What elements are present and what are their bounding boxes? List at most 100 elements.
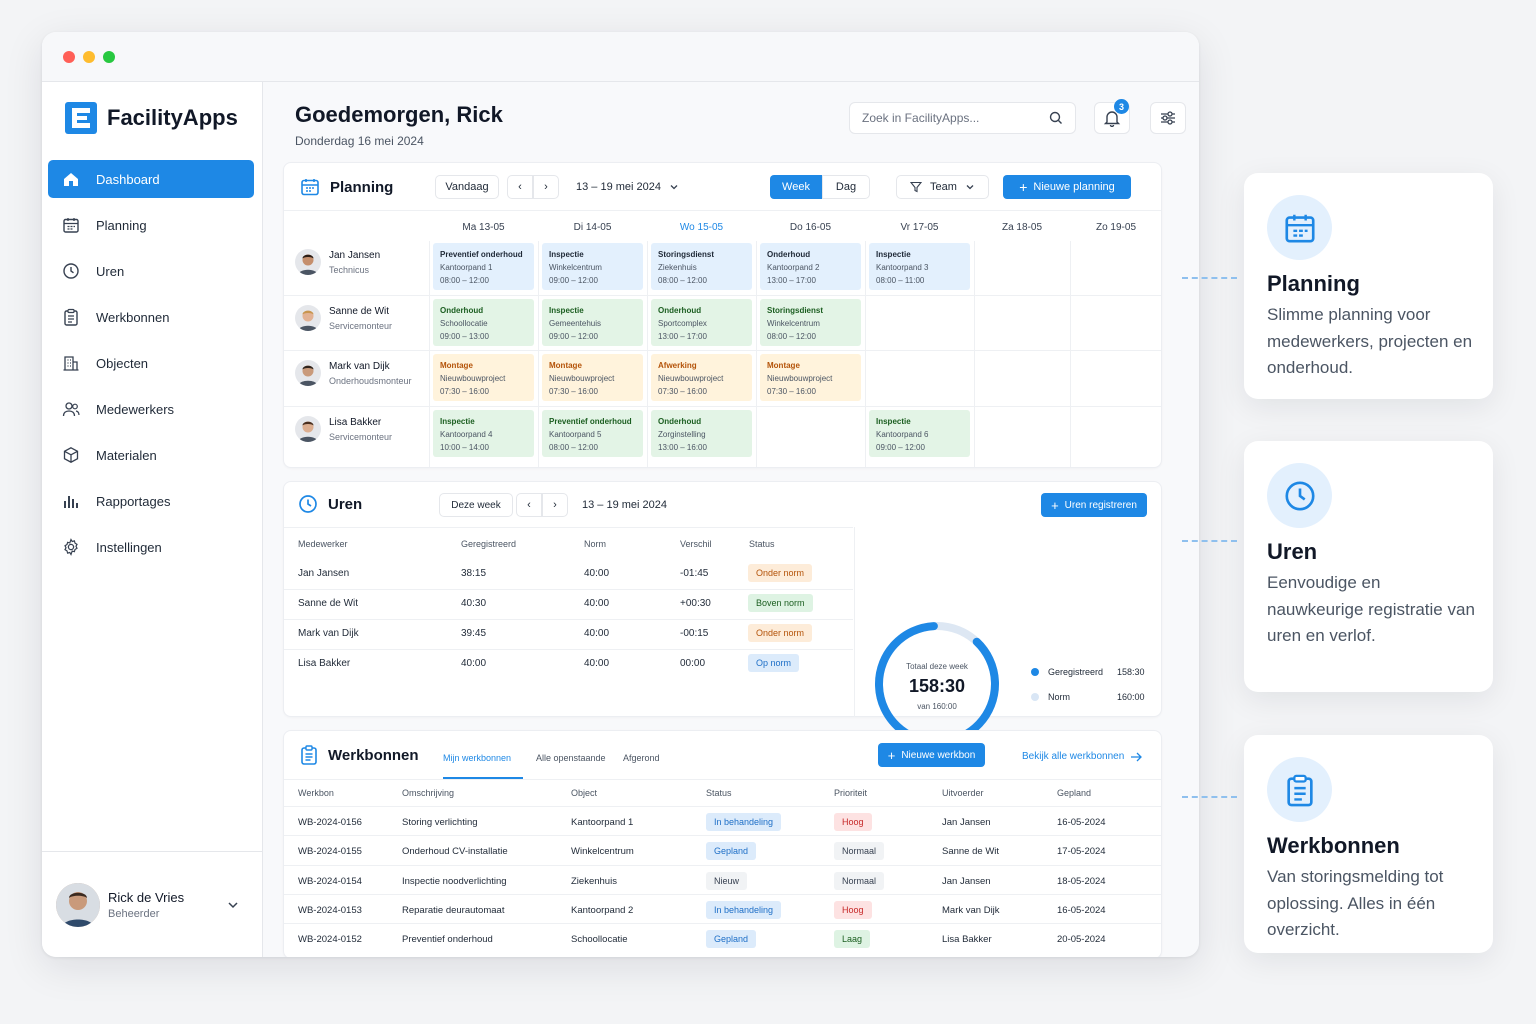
planning-task[interactable]: Storingsdienst Ziekenhuis 08:00 – 12:00: [651, 243, 752, 290]
workorder-id[interactable]: WB-2024-0154: [298, 875, 362, 887]
task-time: 13:00 – 16:00: [658, 443, 707, 452]
task-time: 13:00 – 17:00: [658, 332, 707, 341]
task-type: Preventief onderhoud: [440, 250, 523, 259]
new-planning-button[interactable]: + Nieuwe planning: [1003, 175, 1131, 199]
sidebar-item-instellingen[interactable]: Instellingen: [48, 528, 254, 566]
sidebar-item-label: Planning: [96, 217, 147, 233]
day-header: Zo 19-05: [1095, 222, 1137, 233]
sidebar: FacilityApps Dashboard Planning Uren Werkbo…: [42, 82, 263, 957]
planning-task[interactable]: Inspectie Kantoorpand 6 09:00 – 12:00: [869, 410, 970, 457]
prev-period-button[interactable]: ‹: [516, 493, 542, 517]
status-badge: Nieuw: [706, 871, 748, 890]
minimize-window-button[interactable]: [83, 50, 95, 63]
worker-row[interactable]: Mark van Dijk Onderhoudsmonteur: [295, 360, 412, 386]
legend-dot: [1031, 668, 1039, 676]
worker-role: Servicemonteur: [329, 431, 393, 442]
notifications-button[interactable]: 3: [1094, 99, 1130, 134]
planning-task[interactable]: Preventief onderhoud Kantoorpand 1 08:00 –…: [433, 243, 534, 290]
tab-alle-openstaande[interactable]: Alle openstaande: [536, 753, 606, 763]
sidebar-item-materialen[interactable]: Materialen: [48, 436, 254, 474]
planning-task[interactable]: Montage Nieuwbouwproject 07:30 – 16:00: [760, 354, 861, 401]
task-location: Gemeentehuis: [549, 319, 602, 328]
planning-task[interactable]: Inspectie Winkelcentrum 09:00 – 12:00: [542, 243, 643, 290]
planning-task[interactable]: Onderhoud Kantoorpand 2 13:00 – 17:00: [760, 243, 861, 290]
sidebar-item-objecten[interactable]: Objecten: [48, 344, 254, 382]
user-profile[interactable]: Rick de Vries Beheerder: [42, 851, 262, 957]
workorder-id[interactable]: WB-2024-0152: [298, 934, 362, 946]
close-window-button[interactable]: [63, 50, 75, 63]
planning-task[interactable]: Onderhoud Zorginstelling 13:00 – 16:00: [651, 410, 752, 457]
task-type: Inspectie: [440, 417, 475, 426]
tab-mijn-werkbonnen[interactable]: Mijn werkbonnen: [443, 753, 512, 763]
worker-role: Servicemonteur: [329, 320, 393, 331]
planning-task[interactable]: Preventief onderhoud Kantoorpand 5 08:00 –…: [542, 410, 643, 457]
hours-difference: -00:15: [680, 628, 709, 639]
worker-row[interactable]: Lisa Bakker Servicemonteur: [295, 416, 392, 442]
planning-task[interactable]: Montage Nieuwbouwproject 07:30 – 16:00: [433, 354, 534, 401]
hours-employee: Jan Jansen: [298, 568, 350, 579]
task-type: Inspectie: [549, 306, 584, 315]
chevron-down-icon[interactable]: [227, 899, 239, 911]
day-header: Do 16-05: [789, 222, 832, 233]
planning-task[interactable]: Afwerking Nieuwbouwproject 07:30 – 16:00: [651, 354, 752, 401]
planning-task[interactable]: Inspectie Kantoorpand 3 08:00 – 11:00: [869, 243, 970, 290]
workorder-id[interactable]: WB-2024-0156: [298, 817, 362, 828]
workorder-id[interactable]: WB-2024-0153: [298, 904, 362, 916]
sidebar-item-label: Rapportages: [96, 493, 171, 509]
date-range-picker[interactable]: 13 – 19 mei 2024: [576, 181, 679, 193]
view-day-toggle[interactable]: Dag: [822, 175, 870, 199]
search-input[interactable]: Zoek in FacilityApps...: [849, 102, 1076, 134]
maximize-window-button[interactable]: [103, 50, 115, 63]
task-location: Kantoorpand 3: [876, 263, 929, 272]
hours-norm: 40:00: [584, 628, 610, 639]
planning-task[interactable]: Inspectie Gemeentehuis 09:00 – 12:00: [542, 299, 643, 346]
register-hours-label: Uren registreren: [1064, 499, 1137, 511]
next-week-button[interactable]: ›: [533, 175, 559, 199]
worker-row[interactable]: Jan Jansen Technicus: [295, 249, 380, 275]
priority-badge: Hoog: [834, 813, 872, 831]
user-name: Rick de Vries: [108, 889, 185, 905]
register-hours-button[interactable]: + Uren registreren: [1041, 493, 1147, 517]
legend-label: Geregistreerd: [1048, 667, 1104, 677]
task-location: Sportcomplex: [658, 319, 707, 328]
connector-line: [1182, 540, 1237, 542]
workorder-column-header: Status: [706, 788, 732, 798]
planning-task[interactable]: Onderhoud Schoollocatie 09:00 – 13:00: [433, 299, 534, 346]
workorder-date: 18-05-2024: [1057, 875, 1106, 887]
status-badge: In behandeling: [706, 813, 782, 831]
logo[interactable]: FacilityApps: [65, 102, 238, 134]
workorder-column-header: Gepland: [1057, 788, 1092, 798]
task-type: Inspectie: [549, 250, 584, 259]
building-icon: [63, 356, 79, 371]
workorder-column-header: Omschrijving: [402, 788, 455, 798]
bar-chart-icon: [64, 496, 78, 508]
view-week-toggle[interactable]: Week: [770, 175, 822, 199]
planning-task[interactable]: Storingsdienst Winkelcentrum 08:00 – 12:00: [760, 299, 861, 346]
sidebar-item-werkbonnen[interactable]: Werkbonnen: [48, 298, 254, 336]
today-button[interactable]: Vandaag: [435, 175, 499, 199]
view-all-workorders-link[interactable]: Bekijk alle werkbonnen: [1022, 751, 1143, 762]
task-location: Kantoorpand 1: [440, 263, 493, 272]
task-location: Kantoorpand 4: [440, 430, 493, 439]
legend-label: Norm: [1048, 692, 1070, 702]
team-filter-dropdown[interactable]: Team: [896, 175, 989, 199]
sidebar-item-rapportages[interactable]: Rapportages: [48, 482, 254, 520]
tab-afgerond[interactable]: Afgerond: [623, 753, 660, 763]
workorder-id[interactable]: WB-2024-0155: [298, 846, 362, 858]
settings-filter-button[interactable]: [1150, 102, 1186, 134]
planning-task[interactable]: Montage Nieuwbouwproject 07:30 – 16:00: [542, 354, 643, 401]
task-type: Montage: [440, 361, 473, 370]
new-workorder-button[interactable]: + Nieuwe werkbon: [878, 743, 985, 767]
sidebar-item-uren[interactable]: Uren: [48, 252, 254, 290]
planning-task[interactable]: Onderhoud Sportcomplex 13:00 – 17:00: [651, 299, 752, 346]
prev-week-button[interactable]: ‹: [507, 175, 533, 199]
planning-task[interactable]: Inspectie Kantoorpand 4 10:00 – 14:00: [433, 410, 534, 457]
worker-name: Mark van Dijk: [329, 360, 390, 372]
sidebar-item-medewerkers[interactable]: Medewerkers: [48, 390, 254, 428]
worker-row[interactable]: Sanne de Wit Servicemonteur: [295, 305, 392, 331]
sidebar-item-dashboard[interactable]: Dashboard: [48, 160, 254, 198]
next-period-button[interactable]: ›: [542, 493, 568, 517]
hours-difference: -01:45: [680, 568, 709, 579]
sidebar-item-planning[interactable]: Planning: [48, 206, 254, 244]
period-this-week-button[interactable]: Deze week: [439, 493, 513, 517]
